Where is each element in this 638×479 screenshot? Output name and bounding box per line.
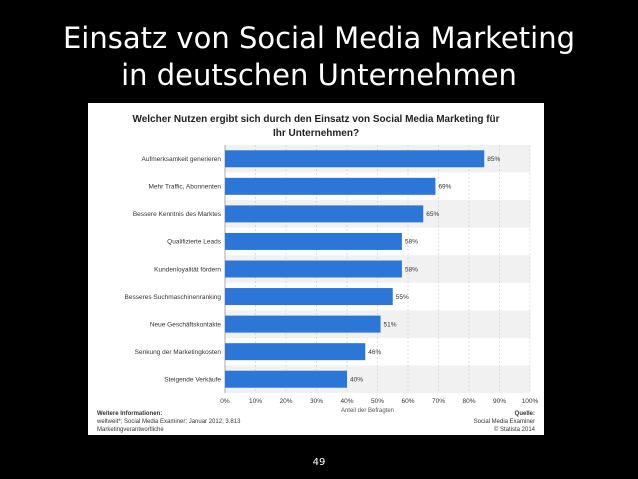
bar xyxy=(225,370,347,388)
x-tick-label: 20% xyxy=(279,398,292,405)
chart-panel: Welcher Nutzen ergibt sich durch den Ein… xyxy=(88,103,544,435)
chart-title-line-1: Welcher Nutzen ergibt sich durch den Ein… xyxy=(132,114,500,125)
value-label: 51% xyxy=(384,321,397,328)
x-tick-label: 70% xyxy=(432,398,445,405)
value-label: 65% xyxy=(426,211,439,218)
value-label: 58% xyxy=(405,266,418,273)
category-label: Neue Geschäftskontakte xyxy=(150,321,222,328)
value-label: 85% xyxy=(487,156,500,163)
category-label: Senkung der Marketingkosten xyxy=(135,349,222,356)
value-label: 40% xyxy=(350,377,363,384)
footer-info-line-2: Marketingverantwortliche xyxy=(97,427,164,433)
value-label: 69% xyxy=(438,184,451,191)
bar xyxy=(225,343,366,361)
category-label: Bessere Kenntnis des Marktes xyxy=(133,211,222,218)
slide-title: Einsatz von Social Media Marketing in de… xyxy=(0,20,638,94)
category-label: Qualifizierte Leads xyxy=(167,239,222,246)
x-tick-label: 0% xyxy=(220,398,230,405)
x-tick-label: 30% xyxy=(310,398,323,405)
x-tick-label: 50% xyxy=(371,398,384,405)
category-label: Steigende Verkäufe xyxy=(164,377,221,384)
category-label: Mehr Traffic, Abonnenten xyxy=(148,184,221,191)
footer-info: Weitere Informationen: weltweit*; Social… xyxy=(97,410,240,434)
footer-info-line-1: weltweit*; Social Media Examiner; Januar… xyxy=(97,419,241,425)
x-tick-label: 40% xyxy=(340,398,353,405)
bar xyxy=(225,177,436,195)
value-label: 46% xyxy=(368,349,381,356)
chart-title: Welcher Nutzen ergibt sich durch den Ein… xyxy=(88,113,544,141)
bar-chart: 0% 10% 20% 30% 40% 50% 60% 70% 80% 90% 100% Aufmerk… xyxy=(125,145,539,414)
footer-source-heading: Quelle: xyxy=(514,411,535,417)
x-tick-label: 60% xyxy=(401,398,414,405)
footer-info-heading: Weitere Informationen: xyxy=(97,411,163,417)
slide-title-line-2: in deutschen Unternehmen xyxy=(121,58,517,92)
category-label: Besseres Suchmaschinenranking xyxy=(125,294,222,301)
value-label: 55% xyxy=(396,294,409,301)
bar xyxy=(225,288,393,306)
bar xyxy=(225,315,381,333)
footer-source-line-1: Social Media Examiner xyxy=(473,419,535,425)
slide-title-line-1: Einsatz von Social Media Marketing xyxy=(62,21,575,55)
category-label: Kundenloyalität fördern xyxy=(154,266,221,273)
page-number: 49 xyxy=(312,457,326,468)
bar xyxy=(225,232,402,250)
footer-source: Quelle: Social Media Examiner © Statista… xyxy=(474,410,535,434)
value-label: 58% xyxy=(405,239,418,246)
chart-title-line-2: Ihr Unternehmen? xyxy=(272,128,360,139)
bar xyxy=(225,205,424,223)
x-tick-label: 80% xyxy=(462,398,475,405)
x-tick-label: 10% xyxy=(249,398,262,405)
bar xyxy=(225,150,485,168)
bar xyxy=(225,260,402,278)
x-tick-label: 90% xyxy=(493,398,506,405)
x-tick-label: 100% xyxy=(522,398,539,405)
category-label: Aufmerksamkeit generieren xyxy=(142,156,222,163)
footer-source-line-2: © Statista 2014 xyxy=(493,427,535,433)
x-axis-label: Anteil der Befragten xyxy=(341,408,394,414)
